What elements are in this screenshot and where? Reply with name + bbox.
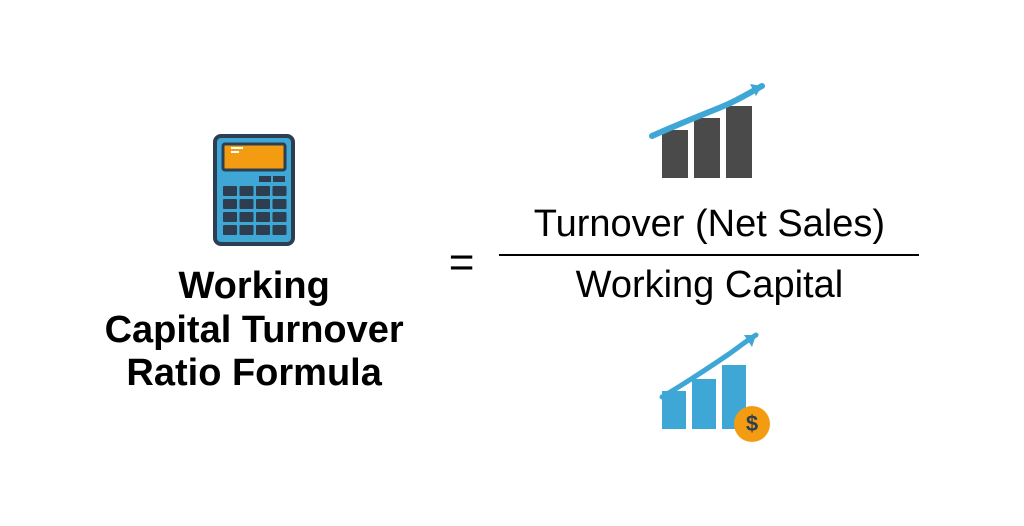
growth-chart-icon <box>634 78 784 193</box>
formula-infographic: Working Capital Turnover Ratio Formula =… <box>0 0 1024 526</box>
denominator: Working Capital <box>576 262 844 309</box>
formula-title: Working Capital Turnover Ratio Formula <box>105 265 404 396</box>
title-line-2: Capital Turnover <box>105 309 404 353</box>
numerator: Turnover (Net Sales) <box>534 201 885 248</box>
svg-text:$: $ <box>746 411 758 436</box>
title-line-3: Ratio Formula <box>105 352 404 396</box>
fraction: Turnover (Net Sales) Working Capital <box>499 201 919 309</box>
growth-chart-dollar-icon: $ <box>634 329 784 449</box>
equals-sign: = <box>449 238 475 288</box>
title-line-1: Working <box>105 265 404 309</box>
left-section: Working Capital Turnover Ratio Formula <box>105 130 404 396</box>
right-section: Turnover (Net Sales) Working Capital $ <box>499 78 919 449</box>
calculator-icon <box>209 130 299 255</box>
fraction-line <box>499 254 919 256</box>
